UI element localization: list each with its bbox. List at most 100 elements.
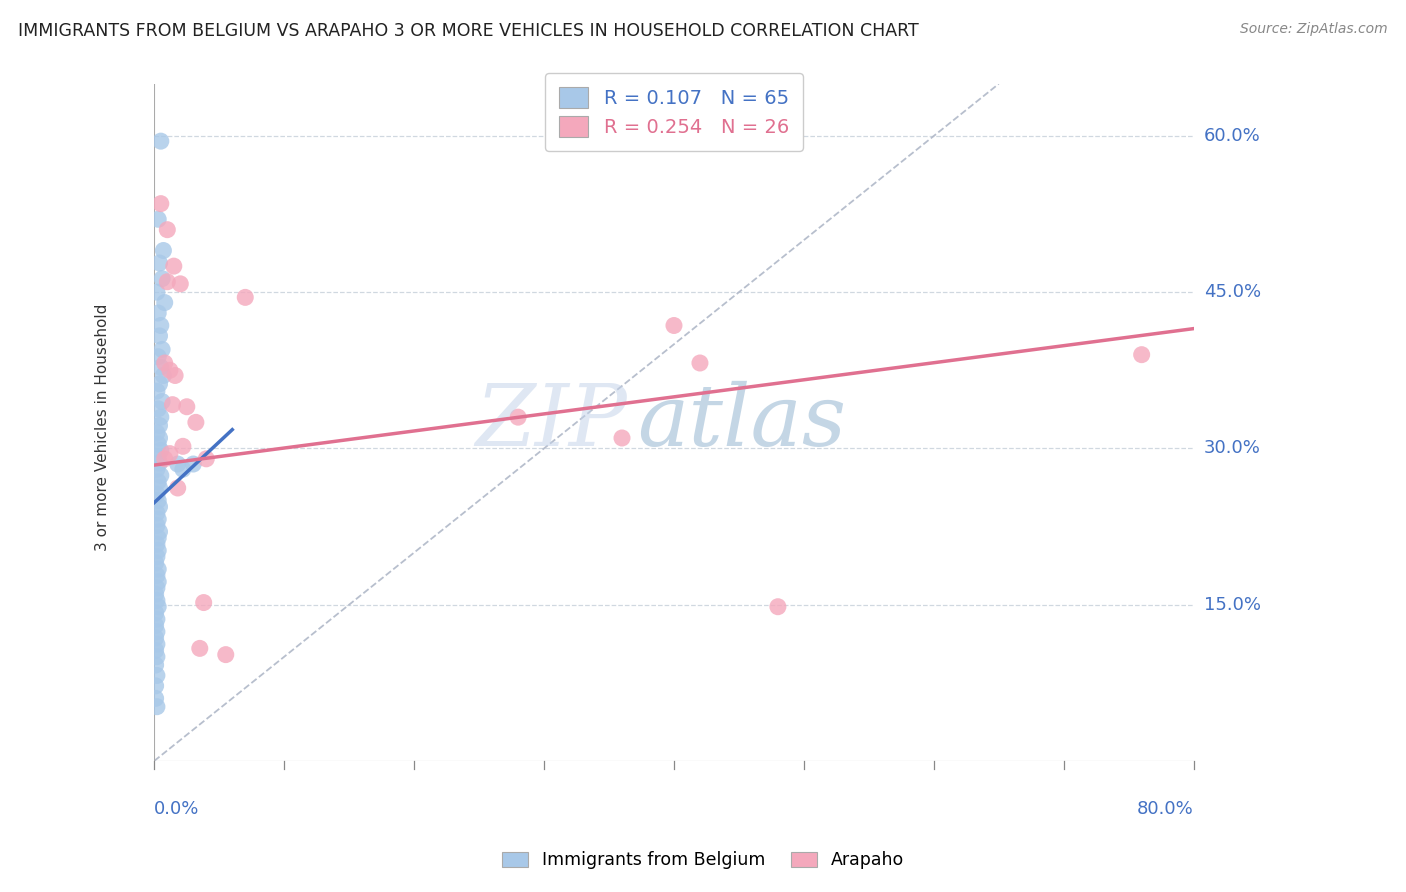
Point (169, 277, 191, 291)
Point (148, 256, 170, 270)
Point (150, 343, 173, 357)
Point (166, 457, 188, 471)
Point (146, 537, 169, 551)
Point (145, 691, 167, 706)
Point (148, 500, 170, 514)
Point (610, 431, 633, 445)
Point (149, 318, 172, 333)
Point (146, 384, 169, 398)
Point (148, 212, 170, 227)
Point (148, 543, 170, 558)
Point (148, 350, 170, 364)
Point (149, 410, 172, 425)
Point (148, 456, 170, 470)
Text: atlas: atlas (637, 381, 846, 464)
Point (181, 457, 204, 471)
Text: 80.0%: 80.0% (1137, 800, 1194, 819)
Point (153, 451, 176, 466)
Point (146, 637, 169, 651)
Point (149, 468, 172, 483)
Text: ZIP: ZIP (475, 381, 627, 464)
Point (145, 643, 167, 657)
Point (148, 562, 170, 576)
Point (145, 606, 167, 620)
Legend: R = 0.107   N = 65, R = 0.254   N = 26: R = 0.107 N = 65, R = 0.254 N = 26 (546, 73, 803, 151)
Point (146, 624, 169, 639)
Point (146, 425, 169, 440)
Point (148, 437, 170, 451)
Point (146, 612, 169, 626)
Point (148, 329, 170, 343)
Point (146, 568, 169, 582)
Legend: Immigrants from Belgium, Arapaho: Immigrants from Belgium, Arapaho (495, 845, 911, 876)
Point (148, 574, 170, 589)
Point (152, 368, 174, 383)
Point (176, 400, 198, 414)
Point (146, 518, 169, 533)
Text: 3 or more Vehicles in Household: 3 or more Vehicles in Household (94, 304, 110, 551)
Point (233, 290, 256, 304)
Point (146, 285, 169, 300)
Point (153, 295, 176, 310)
Point (145, 556, 167, 570)
Point (148, 418, 170, 433)
Point (149, 443, 172, 458)
Point (145, 618, 167, 632)
Point (148, 531, 170, 545)
Text: 45.0%: 45.0% (1204, 283, 1261, 301)
Point (146, 668, 169, 682)
Point (148, 475, 170, 489)
Point (766, 599, 789, 614)
Text: IMMIGRANTS FROM BELGIUM VS ARAPAHO 3 OR MORE VEHICLES IN HOUSEHOLD CORRELATION C: IMMIGRANTS FROM BELGIUM VS ARAPAHO 3 OR … (18, 22, 920, 40)
Point (165, 368, 187, 383)
Point (662, 318, 685, 333)
Text: Source: ZipAtlas.com: Source: ZipAtlas.com (1240, 22, 1388, 37)
Point (152, 244, 174, 258)
Point (146, 593, 169, 607)
Point (145, 587, 167, 601)
Point (146, 487, 169, 501)
Point (149, 134, 172, 148)
Point (159, 363, 181, 377)
Point (148, 493, 170, 508)
Point (146, 506, 169, 520)
Point (150, 271, 173, 285)
Point (156, 222, 179, 236)
Text: 60.0%: 60.0% (1204, 127, 1261, 145)
Point (184, 416, 207, 430)
Point (1130, 348, 1153, 362)
Point (148, 306, 170, 320)
Point (150, 394, 173, 409)
Point (148, 431, 170, 445)
Point (148, 524, 170, 539)
Point (166, 481, 188, 495)
Point (215, 648, 238, 662)
Point (146, 649, 169, 664)
Point (148, 481, 170, 495)
Point (148, 450, 170, 464)
Text: 15.0%: 15.0% (1204, 596, 1261, 614)
Point (146, 549, 169, 564)
Point (148, 599, 170, 614)
Point (146, 581, 169, 595)
Point (188, 641, 211, 656)
Point (156, 275, 179, 289)
Point (689, 356, 711, 370)
Point (145, 679, 167, 693)
Point (146, 462, 169, 476)
Point (146, 699, 169, 714)
Point (148, 512, 170, 526)
Point (193, 596, 215, 610)
Text: 0.0%: 0.0% (155, 800, 200, 819)
Point (172, 462, 194, 476)
Point (153, 356, 176, 370)
Point (148, 401, 170, 416)
Text: 30.0%: 30.0% (1204, 440, 1261, 458)
Point (148, 376, 170, 391)
Point (172, 439, 194, 453)
Point (163, 259, 186, 273)
Point (159, 447, 181, 461)
Point (149, 360, 172, 375)
Point (195, 451, 218, 466)
Point (506, 410, 529, 425)
